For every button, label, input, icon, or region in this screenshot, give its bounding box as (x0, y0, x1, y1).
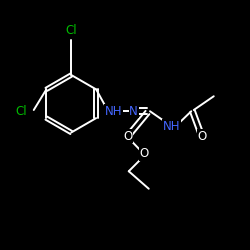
Text: NH: NH (162, 120, 180, 133)
Text: O: O (123, 130, 132, 143)
Text: Cl: Cl (16, 105, 27, 118)
Text: O: O (139, 147, 148, 160)
Text: N: N (130, 105, 138, 118)
Text: NH: NH (105, 105, 122, 118)
Text: O: O (198, 130, 207, 143)
Text: Cl: Cl (66, 24, 77, 36)
